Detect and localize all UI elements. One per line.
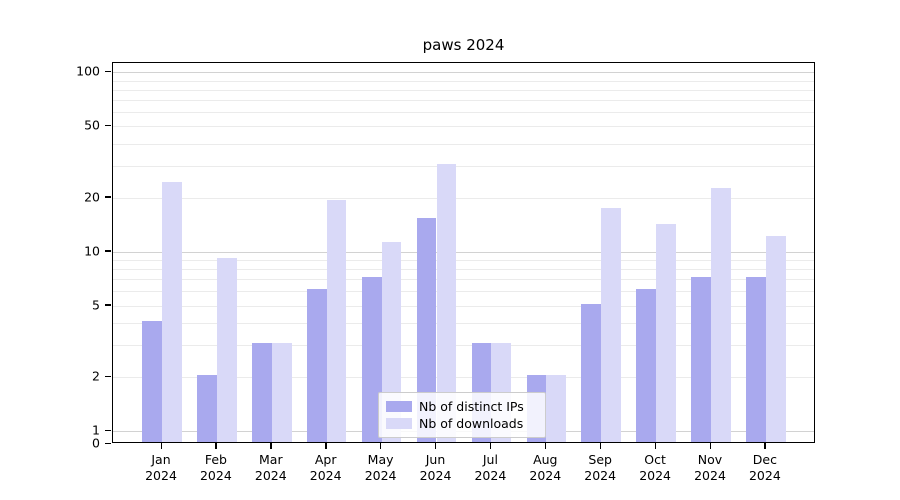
x-tick-label: Aug 2024 <box>529 452 562 483</box>
x-tick-label: May 2024 <box>364 452 397 483</box>
bar-distinct-ips-may <box>361 277 382 442</box>
gridline <box>113 80 814 82</box>
legend: Nb of distinct IPs Nb of downloads <box>378 392 546 438</box>
gridline <box>113 112 814 114</box>
y-tick-label: 2 <box>92 368 100 384</box>
bar-distinct-ips-jan <box>142 321 162 442</box>
gridline <box>113 100 814 102</box>
bar-distinct-ips-jun <box>416 218 437 442</box>
x-tick-label: Dec 2024 <box>748 452 781 483</box>
bar-distinct-ips-oct <box>636 289 657 442</box>
x-tick-label: Feb 2024 <box>199 452 232 483</box>
x-tick <box>435 443 437 449</box>
gridline <box>113 305 814 307</box>
y-tick-label: 50 <box>84 117 100 133</box>
y-tick-label: 20 <box>84 189 100 205</box>
gridline <box>113 279 814 281</box>
y-tick <box>105 304 111 306</box>
x-tick-label: Jan 2024 <box>145 452 177 483</box>
bar-distinct-ips-nov <box>691 277 711 442</box>
x-tick <box>215 443 217 449</box>
gridline <box>113 377 814 379</box>
y-tick-label: 0 <box>92 435 100 451</box>
x-tick-label: Sep 2024 <box>584 452 617 483</box>
y-tick <box>105 196 111 198</box>
bar-distinct-ips-sep <box>581 303 602 442</box>
gridline <box>113 166 814 168</box>
x-tick-label: Apr 2024 <box>309 452 342 483</box>
x-tick <box>325 443 327 449</box>
y-tick-label: 10 <box>84 243 100 259</box>
gridline <box>113 291 814 293</box>
bar-distinct-ips-apr <box>306 289 327 442</box>
bar-downloads-dec <box>765 235 786 442</box>
gridline <box>113 89 814 91</box>
bar-downloads-mar <box>271 343 292 442</box>
y-tick-label: 100 <box>76 63 100 79</box>
bar-downloads-nov <box>711 188 731 442</box>
gridline <box>113 323 814 325</box>
x-tick-label: Oct 2024 <box>639 452 671 483</box>
x-tick-label: Mar 2024 <box>254 452 287 483</box>
bar-downloads-feb <box>216 257 237 442</box>
x-tick-label: Jun 2024 <box>419 452 452 483</box>
gridline <box>113 126 814 128</box>
y-tick <box>105 442 111 444</box>
y-tick <box>105 429 111 431</box>
plot-area <box>112 62 815 443</box>
y-tick-label: 5 <box>92 297 100 313</box>
x-tick-label: Nov 2024 <box>694 452 726 483</box>
x-tick <box>599 443 602 449</box>
x-tick <box>489 443 492 449</box>
gridline <box>113 259 814 261</box>
bar-downloads-jun <box>436 164 457 442</box>
gridline <box>113 345 814 347</box>
x-tick <box>380 443 382 449</box>
bar-downloads-aug <box>546 375 567 442</box>
bar-distinct-ips-feb <box>197 375 217 442</box>
bar-distinct-ips-mar <box>252 343 272 442</box>
bar-distinct-ips-dec <box>746 277 766 442</box>
legend-label: Nb of downloads <box>419 416 524 431</box>
x-tick <box>654 443 656 449</box>
y-tick-label: 1 <box>92 422 100 438</box>
legend-swatch-downloads <box>386 418 412 429</box>
y-tick <box>105 375 111 377</box>
gridline <box>113 143 814 145</box>
legend-swatch-distinct-ips <box>386 401 412 412</box>
gridline <box>113 72 814 74</box>
bar-downloads-sep <box>601 208 621 442</box>
x-tick <box>544 443 547 449</box>
gridline <box>113 251 814 253</box>
gridline <box>113 197 814 199</box>
y-tick <box>105 250 111 252</box>
x-tick-label: Jul 2024 <box>474 452 507 483</box>
x-tick <box>160 443 162 449</box>
x-tick <box>270 443 272 449</box>
legend-label: Nb of distinct IPs <box>419 399 524 414</box>
bar-downloads-apr <box>326 199 347 442</box>
bar-downloads-oct <box>656 223 676 442</box>
gridline <box>113 269 814 271</box>
chart-title: paws 2024 <box>422 36 505 54</box>
legend-item-downloads: Nb of downloads <box>386 415 537 432</box>
legend-item-distinct-ips: Nb of distinct IPs <box>386 398 537 415</box>
x-tick <box>764 443 766 449</box>
y-tick <box>105 124 111 127</box>
bar-downloads-jan <box>162 181 182 442</box>
y-tick <box>105 70 111 73</box>
x-tick <box>709 443 711 449</box>
